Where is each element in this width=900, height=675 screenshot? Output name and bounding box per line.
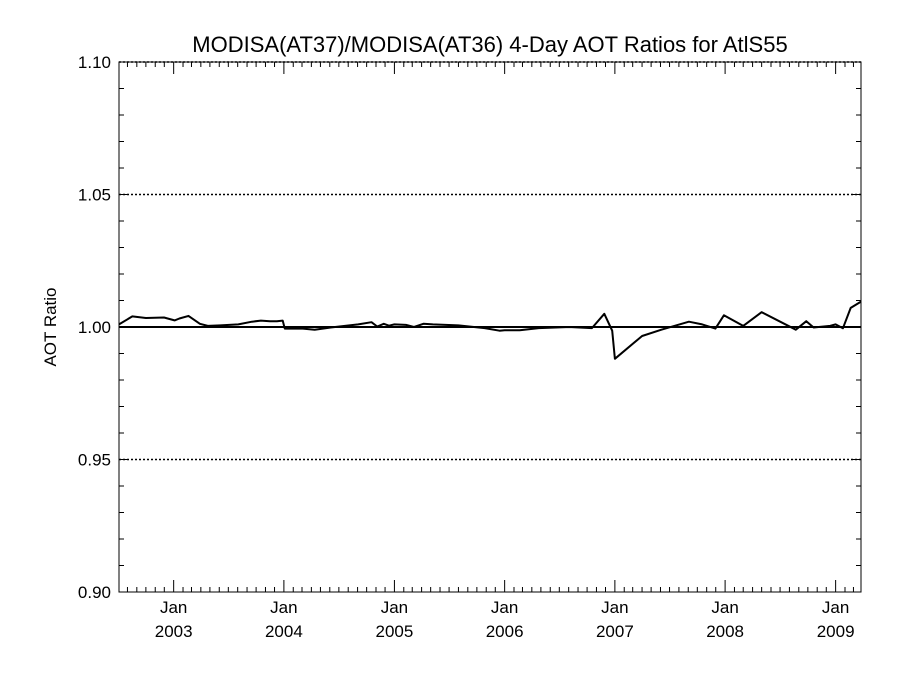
y-tick-label: 1.05: [78, 186, 111, 205]
x-axis: Jan 2003 Jan 2004 Jan 2005 Jan 2006 Jan 2007 Jan 20…: [126, 62, 855, 641]
x-tick-label-month: Jan: [491, 598, 518, 617]
x-tick-label-month: Jan: [822, 598, 849, 617]
x-tick-label-month: Jan: [381, 598, 408, 617]
y-axis-label: AOT Ratio: [41, 287, 60, 366]
chart-title: MODISA(AT37)/MODISA(AT36) 4-Day AOT Rati…: [192, 32, 787, 57]
x-tick-label-year: 2004: [265, 622, 303, 641]
y-tick-label: 1.00: [78, 318, 111, 337]
x-tick-label-year: 2008: [706, 622, 744, 641]
y-axis: 0.90 0.95 1.00 1.05 1.10: [78, 53, 861, 602]
x-tick-label-month: Jan: [270, 598, 297, 617]
x-tick-label-year: 2005: [376, 622, 414, 641]
x-tick-label-month: Jan: [601, 598, 628, 617]
y-tick-label: 0.95: [78, 451, 111, 470]
x-tick-label-month: Jan: [711, 598, 738, 617]
series-line: [118, 300, 862, 360]
y-tick-label: 0.90: [78, 583, 111, 602]
y-tick-label: 1.10: [78, 53, 111, 72]
x-tick-label-year: 2007: [596, 622, 634, 641]
x-tick-label-month: Jan: [160, 598, 187, 617]
x-tick-label-year: 2006: [486, 622, 524, 641]
grid-lines: [119, 61, 861, 461]
x-tick-label-year: 2003: [155, 622, 193, 641]
x-tick-label-year: 2009: [817, 622, 855, 641]
